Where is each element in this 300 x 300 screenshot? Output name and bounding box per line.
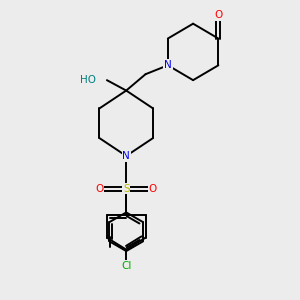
Text: O: O bbox=[95, 184, 104, 194]
Text: S: S bbox=[123, 184, 130, 194]
Text: O: O bbox=[149, 184, 157, 194]
Text: O: O bbox=[214, 10, 223, 20]
Text: N: N bbox=[122, 151, 130, 161]
Text: HO: HO bbox=[80, 75, 97, 85]
Text: N: N bbox=[164, 60, 172, 70]
Text: Cl: Cl bbox=[121, 261, 131, 271]
